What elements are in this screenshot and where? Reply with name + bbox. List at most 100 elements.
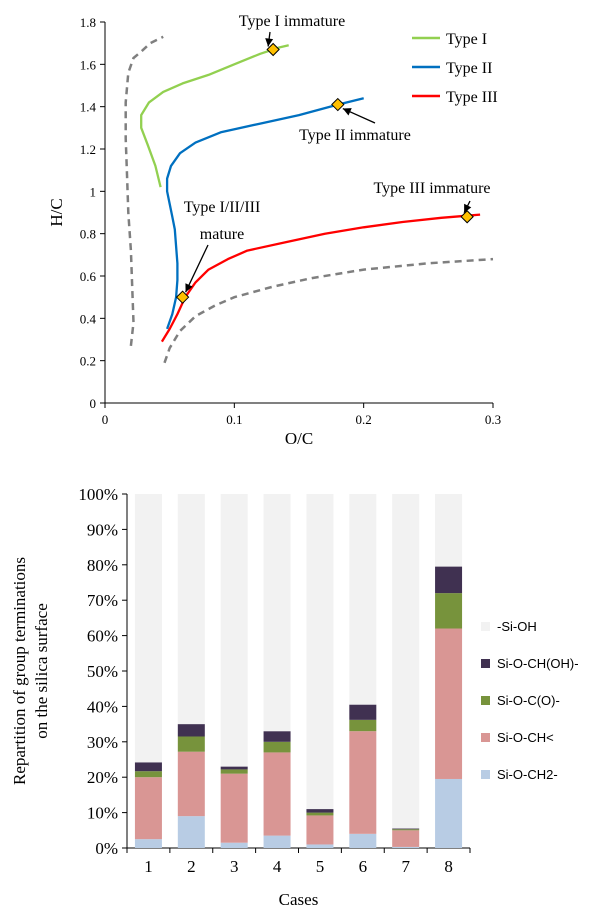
bar-segment-si-oh [134, 494, 162, 763]
y-tick-label: 1.2 [80, 142, 96, 157]
y-tick-label: 0% [95, 839, 118, 858]
bar-segment-si-o-ch-oh [177, 724, 205, 737]
legend-label-si-o-ch2: Si-O-CH2- [497, 767, 558, 782]
y-tick-label: 1 [90, 184, 97, 199]
bar-segment-si-o-ch [435, 628, 463, 779]
annotation-arrowhead [342, 108, 352, 116]
bar-segment-si-o-ch2 [177, 816, 205, 848]
annotation-mature-line-2: mature [200, 226, 244, 243]
x-tick-label: 8 [444, 857, 453, 876]
marker-diamond [331, 97, 345, 112]
bar-segment-si-oh [177, 494, 205, 725]
y-tick-label: 70% [87, 591, 118, 610]
x-tick-label: 0.3 [485, 412, 501, 427]
annotation-type-iii-immature: Type III immature [373, 180, 490, 197]
y-axis-label-line-1: Repartition of group terminations [10, 557, 29, 785]
y-tick-label: 0.8 [80, 227, 96, 242]
bar-segment-si-o-c-o [306, 812, 334, 816]
y-tick-label: 1.6 [80, 57, 97, 72]
y-tick-label: 20% [87, 768, 118, 787]
legend-swatch-si-oh [481, 622, 490, 631]
bar-segment-si-o-c-o [392, 829, 420, 831]
bar-segment-si-o-ch2 [392, 846, 420, 848]
x-tick-label: 6 [359, 857, 368, 876]
legend-label-si-o-c-o: Si-O-C(O)- [497, 693, 560, 708]
y-tick-label: 90% [87, 520, 118, 539]
y-tick-label: 1.4 [80, 100, 97, 115]
marker-diamond [460, 210, 474, 224]
x-tick-label: 0.2 [356, 412, 372, 427]
y-tick-label: 100% [78, 485, 118, 504]
y-axis-label: H/C [47, 198, 66, 226]
legend-swatch-si-o-ch [481, 733, 490, 742]
y-tick-label: 60% [87, 627, 118, 646]
bar-segment-si-o-ch2 [134, 839, 162, 848]
legend-label-type-iii: Type III [446, 89, 498, 106]
x-tick-label: 4 [273, 857, 282, 876]
bar-segment-si-oh [435, 494, 463, 567]
bar-segment-si-oh [306, 494, 334, 810]
y-axis-label-line-2: on the silica surface [32, 603, 51, 738]
y-tick-label: 40% [87, 697, 118, 716]
bar-segment-si-o-c-o [177, 736, 205, 752]
bar-segment-si-o-ch-oh [306, 809, 334, 813]
annotation-arrowhead [185, 283, 193, 293]
legend-swatch-si-o-c-o [481, 696, 490, 705]
bar-segment-si-o-ch2 [349, 833, 377, 848]
bar-segment-si-o-ch-oh [134, 762, 162, 772]
bar-segment-si-oh [392, 494, 420, 829]
legend-swatch-si-o-ch2 [481, 770, 490, 779]
bar-segment-si-o-ch-oh [220, 766, 248, 770]
y-tick-label: 0.4 [80, 311, 97, 326]
x-tick-label: 0.1 [226, 412, 242, 427]
y-tick-label: 0 [90, 396, 97, 411]
legend-swatch-si-o-ch-oh [481, 659, 490, 668]
y-tick-label: 1.8 [80, 15, 96, 30]
y-tick-label: 10% [87, 804, 118, 823]
x-tick-label: 0 [102, 412, 109, 427]
bar-segment-si-o-ch2 [220, 842, 248, 848]
stacked-bar-chart: 0% 10% 20% 30% 40% 50% 60% 70% 80% 90% 100% 1 2 3 4 5 6 7… [10, 485, 579, 909]
y-tick-label: 80% [87, 556, 118, 575]
bar-segment-si-o-ch2 [435, 778, 463, 848]
legend-label-si-o-ch-oh: Si-O-CH(OH)- [497, 656, 579, 671]
y-tick-label: 0.6 [80, 269, 97, 284]
bar-segment-si-o-ch [177, 751, 205, 817]
x-tick-label: 5 [316, 857, 325, 876]
x-tick-label: 3 [230, 857, 239, 876]
bar-segment-si-oh [349, 494, 377, 705]
bar-segment-si-o-ch2 [263, 835, 291, 848]
bar-segment-si-o-ch [220, 773, 248, 843]
bar-segment-si-o-c-o [349, 719, 377, 732]
y-tick-label: 30% [87, 733, 118, 752]
marker-diamond [266, 42, 280, 57]
annotation-type-ii-immature: Type II immature [299, 127, 411, 144]
x-tick-label: 2 [187, 857, 196, 876]
bar-segment-si-o-c-o [220, 769, 248, 774]
series-line-type-iii [160, 213, 481, 343]
x-tick-label: 1 [144, 857, 153, 876]
bar-segment-si-o-ch-oh [263, 731, 291, 742]
bar-segment-si-o-ch [306, 815, 334, 845]
annotation-arrowhead [464, 203, 472, 213]
marker-diamond [175, 290, 190, 304]
annotation-type-i-immature: Type I immature [239, 13, 345, 30]
series-line-type-i [140, 44, 289, 188]
annotation-mature-line-1: Type I/II/III [184, 199, 261, 216]
envelope-dashed-line [163, 257, 494, 364]
x-tick-label: 7 [401, 857, 410, 876]
bar-segment-si-o-c-o [263, 741, 291, 753]
bar-segment-si-o-ch [134, 777, 162, 840]
x-axis-label: Cases [279, 890, 319, 909]
bar-segment-si-oh [263, 494, 291, 732]
bar-segment-si-o-ch [392, 830, 420, 847]
legend-label-si-oh: -Si-OH [497, 619, 537, 634]
legend-label-si-o-ch: Si-O-CH< [497, 730, 554, 745]
y-tick-label: 0.2 [80, 354, 96, 369]
bar-segment-si-o-ch-oh [392, 828, 420, 830]
bar-segment-si-o-ch-oh [349, 704, 377, 720]
x-axis-label: O/C [285, 429, 313, 448]
bar-segment-si-o-c-o [435, 593, 463, 629]
legend-label-type-ii: Type II [446, 60, 492, 77]
bar-segment-si-oh [220, 494, 248, 767]
